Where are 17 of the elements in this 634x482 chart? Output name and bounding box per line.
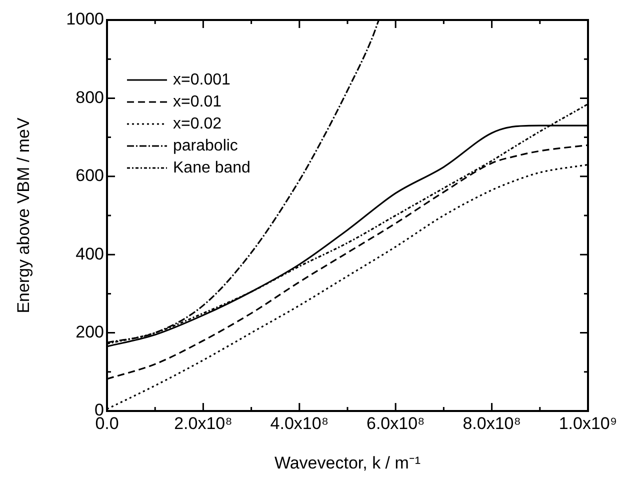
x-tick-label: 8.0x10⁸ bbox=[462, 414, 521, 433]
x-tick-label: 1.0x10⁹ bbox=[558, 414, 618, 433]
x-tick-label: 2.0x10⁸ bbox=[174, 414, 232, 433]
y-tick-label: 1000 bbox=[66, 10, 104, 29]
y-tick-label: 200 bbox=[76, 322, 104, 342]
legend-label: x=0.001 bbox=[173, 71, 230, 88]
y-axis-title: Energy above VBM / meV bbox=[14, 117, 33, 314]
y-tick-label: 600 bbox=[76, 166, 104, 186]
legend-label: x=0.01 bbox=[173, 93, 222, 110]
x-tick-label: 6.0x10⁸ bbox=[366, 414, 425, 433]
y-tick-label: 800 bbox=[76, 88, 104, 107]
legend-label: parabolic bbox=[173, 137, 238, 154]
legend-label: Kane band bbox=[173, 159, 250, 176]
y-tick-label: 400 bbox=[76, 244, 104, 264]
x-tick-label: 4.0x10⁸ bbox=[270, 414, 329, 433]
x-axis-title: Wavevector, k / m⁻¹ bbox=[274, 453, 421, 472]
legend-label: x=0.02 bbox=[173, 115, 222, 132]
